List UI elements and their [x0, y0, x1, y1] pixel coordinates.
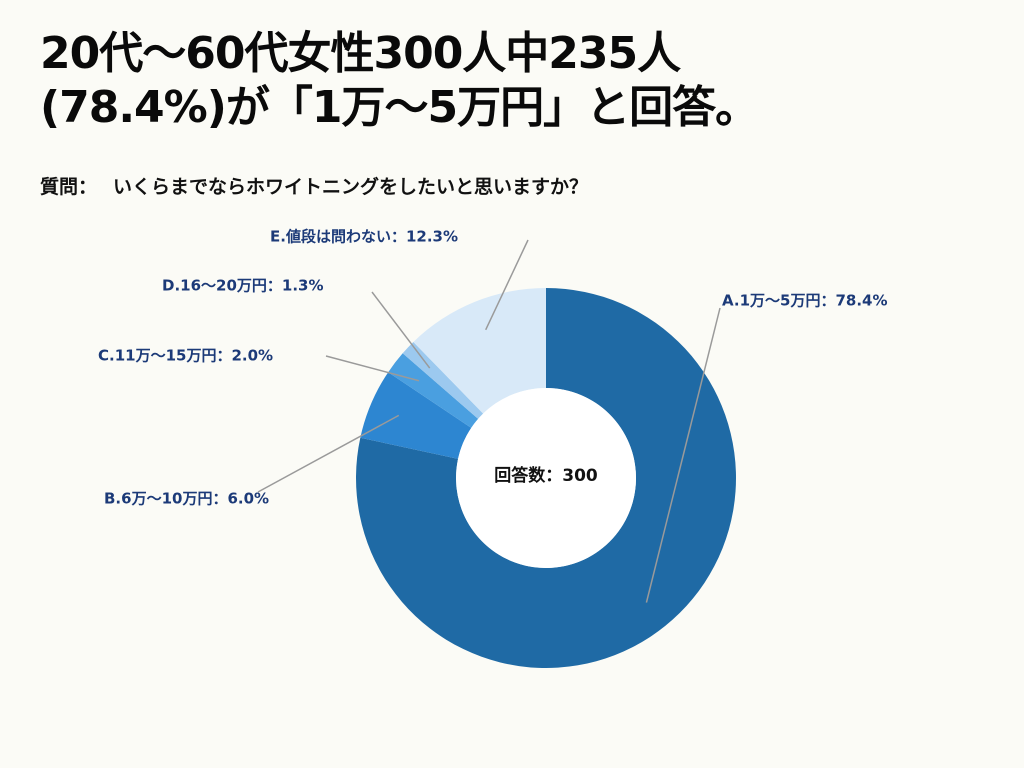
leader-line-d	[371, 291, 431, 369]
slice-label-c: C.11万〜15万円：2.0%	[98, 347, 273, 365]
question-text: いくらまでならホワイトニングをしたいと思いますか？	[113, 176, 589, 198]
question-prefix: 質問：	[40, 176, 98, 198]
donut-slices	[356, 288, 737, 668]
donut-slice-b	[360, 372, 472, 459]
slice-label-d: D.16〜20万円：1.3%	[162, 277, 324, 295]
donut-slice-c	[388, 353, 479, 428]
survey-question: 質問： いくらまでならホワイトニングをしたいと思いますか？	[40, 172, 588, 199]
leader-lines	[257, 239, 721, 603]
donut-hole	[456, 388, 636, 568]
leader-line-e	[485, 239, 529, 331]
slice-label-e: E.値段は問わない：12.3%	[270, 228, 458, 246]
slice-label-a: A.1万〜5万円：78.4%	[722, 292, 888, 310]
donut-slice-e	[413, 288, 546, 414]
slice-label-b: B.6万〜10万円：6.0%	[104, 490, 269, 508]
leader-line-b	[257, 414, 400, 493]
center-label: 回答数：300	[494, 465, 598, 486]
chart-title-line-2: (78.4%)が「1万〜5万円」と回答。	[40, 82, 759, 133]
leader-line-a	[645, 307, 721, 603]
donut-slice-a	[356, 288, 737, 668]
leader-line-c	[325, 355, 420, 382]
slice-labels: A.1万〜5万円：78.4% B.6万〜10万円：6.0% C.11万〜15万円：2…	[98, 228, 888, 508]
chart-title-line-1: 20代〜60代女性300人中235人	[40, 28, 681, 79]
donut-slice-d	[402, 341, 484, 419]
